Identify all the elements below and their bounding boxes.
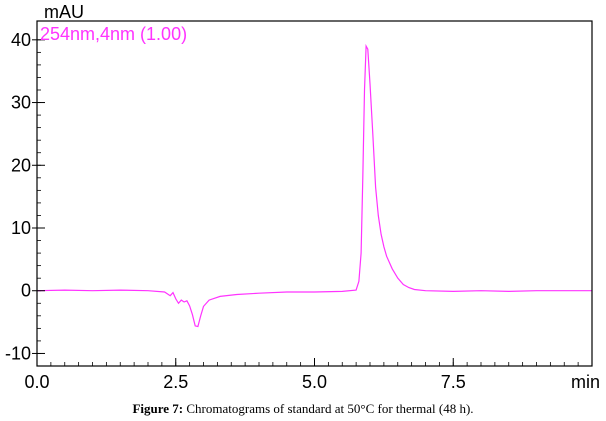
plot-frame [36, 20, 593, 367]
x-tick-label: 0.0 [24, 372, 49, 392]
x-tick-label: 7.5 [441, 372, 466, 392]
y-tick-label: 0 [21, 281, 31, 301]
figure-caption: Figure 7: Chromatograms of standard at 5… [0, 401, 606, 417]
y-axis-unit-label: mAU [44, 2, 84, 22]
chromatogram-chart: 0.0 2.5 5.0 7.5 40 30 20 10 0 -10 mAU min 254nm,4… [5, 2, 600, 392]
x-tick-label: 5.0 [302, 372, 327, 392]
y-tick-label: 10 [11, 218, 31, 238]
series-line-254nm [36, 43, 592, 328]
minor-tick-layer [36, 39, 593, 366]
series-label: 254nm,4nm (1.00) [40, 24, 187, 44]
y-tick-label: 20 [11, 155, 31, 175]
major-tick-layer: 0.0 2.5 5.0 7.5 40 30 20 10 0 -10 [5, 30, 466, 392]
x-tick-label: 2.5 [163, 372, 188, 392]
caption-label: Figure 7: [132, 401, 184, 416]
x-axis-unit-label: min [571, 372, 600, 392]
y-tick-label: -10 [5, 343, 31, 363]
caption-text: Chromatograms of standard at 50°C for th… [186, 401, 474, 416]
y-tick-label: 40 [11, 30, 31, 50]
y-tick-label: 30 [11, 93, 31, 113]
